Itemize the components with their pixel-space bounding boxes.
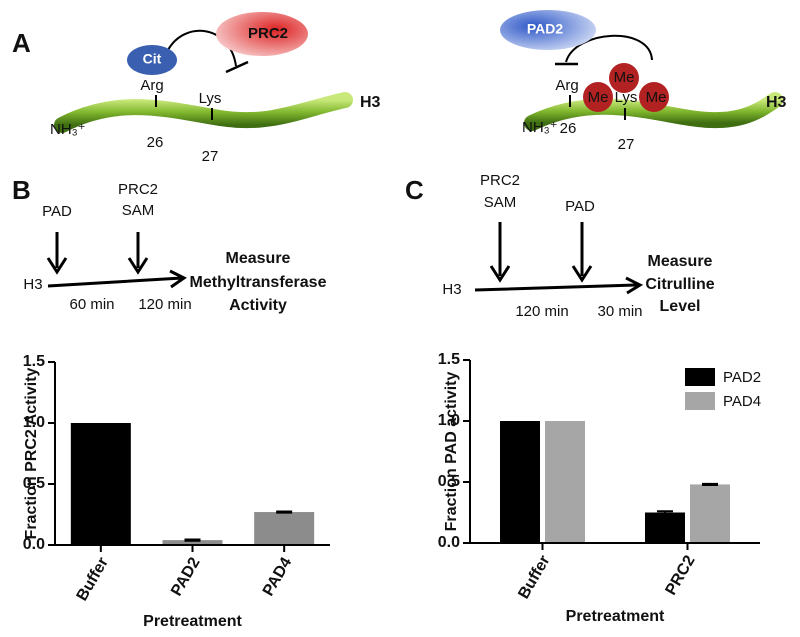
bar (645, 512, 685, 543)
step: PAD (565, 198, 595, 215)
error-bar (702, 482, 718, 487)
step: SAM (484, 194, 517, 211)
substrate: H3 (23, 276, 42, 293)
bar (254, 512, 315, 545)
readout: Activity (229, 297, 287, 314)
histone-tail (524, 92, 783, 131)
legend-label: PAD2 (723, 369, 761, 386)
methyl-label: Me (646, 89, 667, 106)
panel-label: B (12, 175, 31, 205)
enzyme-label: PRC2 (248, 25, 288, 42)
x-axis-label: Pretreatment (566, 608, 665, 625)
n-terminus: NH₃⁺ (522, 119, 558, 136)
x-tick-label: PAD4 (260, 555, 296, 600)
y-tick-label: 1.5 (438, 351, 460, 368)
inhibition-arc (565, 34, 653, 63)
protein: H3 (766, 94, 787, 111)
bar (70, 423, 131, 545)
y-tick-label: 1.0 (438, 412, 460, 429)
methyl (583, 82, 613, 112)
enzyme (500, 10, 596, 50)
x-tick-label: PRC2 (663, 553, 699, 599)
legend-swatch (685, 392, 715, 410)
residue: Lys (615, 89, 638, 106)
readout: Methyltransferase (190, 274, 327, 291)
substrate: H3 (442, 281, 461, 298)
x-tick-label: PAD2 (168, 555, 204, 600)
position: 26 (147, 134, 164, 151)
readout: Citrulline (645, 276, 714, 293)
methyl (639, 82, 669, 112)
methyl-label: Me (588, 89, 609, 106)
step: SAM (122, 202, 155, 219)
bar (500, 421, 540, 543)
y-axis-label: Fraction PAD activity (443, 372, 460, 532)
bar (690, 484, 730, 543)
arrow (489, 222, 511, 283)
arrow (46, 232, 68, 275)
inhibition-arc (167, 29, 237, 67)
time-arrow (47, 269, 187, 289)
readout: Measure (226, 250, 291, 267)
step: PRC2 (480, 172, 520, 189)
methyl (609, 63, 639, 93)
position: 27 (618, 136, 635, 153)
protein: H3 (360, 94, 381, 111)
residue: Arg (555, 77, 578, 94)
x-tick-label: Buffer (515, 553, 553, 602)
residue: Arg (140, 77, 163, 94)
step: PAD (42, 203, 72, 220)
methyl-label: Me (614, 69, 635, 86)
bar (545, 421, 585, 543)
arrow (571, 222, 593, 283)
x-axis-label: Pretreatment (143, 613, 242, 630)
step: PRC2 (118, 181, 158, 198)
panel-label: C (405, 175, 424, 205)
position: 27 (202, 148, 219, 165)
time: 120 min (138, 296, 191, 313)
legend-label: PAD4 (723, 393, 761, 410)
n-terminus: NH₃⁺ (50, 121, 86, 138)
cit-mark (127, 45, 177, 75)
error-bar (276, 510, 293, 514)
readout: Level (660, 298, 701, 315)
histone-tail (54, 92, 353, 133)
y-tick-label: 0.5 (438, 473, 460, 490)
legend-swatch (685, 368, 715, 386)
time-arrow (474, 276, 644, 295)
time: 120 min (515, 303, 568, 320)
enzyme (216, 12, 308, 56)
y-tick-label: 1.5 (23, 353, 45, 370)
residue: Lys (199, 90, 222, 107)
position: 26 (560, 120, 577, 137)
x-tick-label: Buffer (74, 555, 112, 604)
inhibition-bar (225, 60, 249, 74)
enzyme-label: PAD2 (527, 21, 564, 37)
arrow (127, 232, 149, 275)
readout: Measure (648, 253, 713, 270)
panel-label: A (12, 28, 31, 58)
time: 30 min (597, 303, 642, 320)
bar (162, 540, 223, 545)
y-axis-label: Fraction PRC2 Activity (23, 367, 40, 539)
error-bar (657, 510, 673, 515)
modifier: Cit (143, 51, 162, 67)
y-tick-label: 0.0 (23, 536, 45, 553)
y-tick-label: 0.5 (23, 475, 45, 492)
y-tick-label: 1.0 (23, 414, 45, 431)
time: 60 min (69, 296, 114, 313)
error-bar (184, 538, 201, 542)
y-tick-label: 0.0 (438, 534, 460, 551)
